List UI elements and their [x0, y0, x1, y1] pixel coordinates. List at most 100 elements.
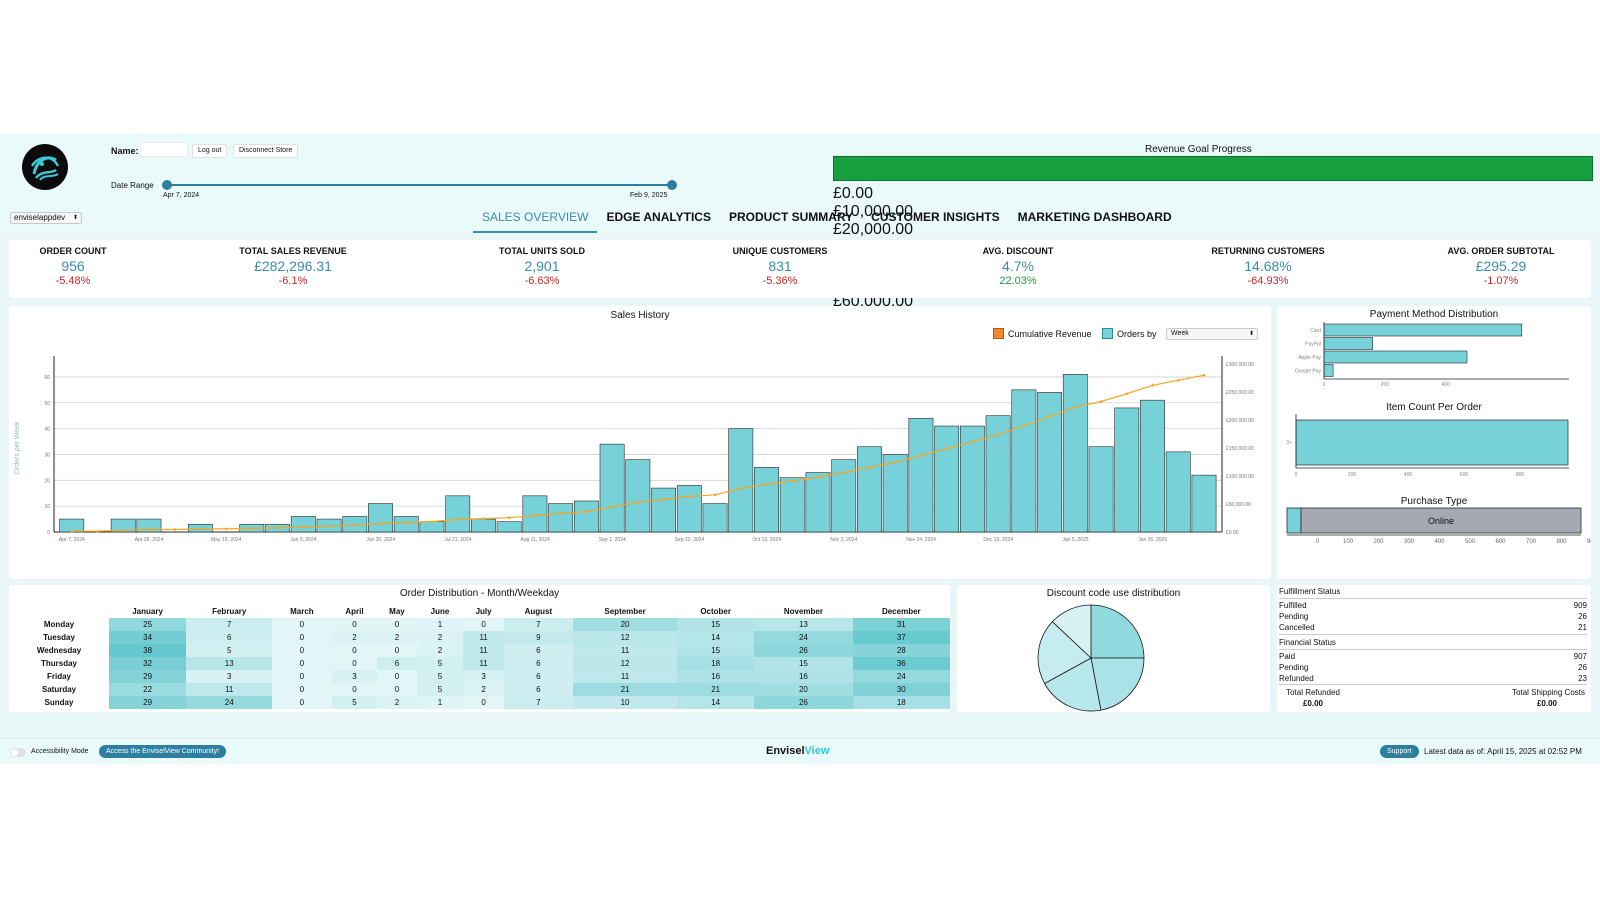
heatmap-cell: 24 [186, 696, 273, 709]
purchase-x-tick: 0 [1316, 539, 1320, 545]
x-tick-label: Aug 11, 2024 [520, 537, 550, 543]
disconnect-store-button[interactable]: Disconnect Store [233, 144, 299, 158]
heatmap-cell: 12 [573, 657, 678, 670]
cumulative-point [971, 440, 974, 444]
financial-value: 907 [1573, 652, 1587, 661]
heatmap-cell: 21 [573, 683, 678, 696]
heatmap-cell: 0 [272, 657, 332, 670]
community-button[interactable]: Access the EnviselView Community! [99, 745, 227, 758]
orders-bar [908, 417, 934, 533]
heatmap-cell: 34 [109, 631, 187, 644]
sales-history-chart: 0 10 20 30 40 50 60 £0.00 £50,000.00 £100,000.00 £… [14, 356, 1254, 543]
cumulative-point [1048, 415, 1052, 418]
orders-bar [702, 503, 728, 533]
y-axis-title: Orders per Week [14, 421, 21, 475]
heatmap-cell: 6 [377, 657, 417, 670]
store-select-value: enviselappdev [14, 213, 66, 222]
heatmap-row-header: Wednesday [36, 646, 82, 655]
tab-customer-insights[interactable]: CUSTOMER INSIGHTS [871, 210, 1000, 224]
heatmap-cell: 6 [503, 683, 574, 696]
kpi-title: UNIQUE CUSTOMERS [732, 246, 828, 256]
cumulative-point [1202, 373, 1206, 377]
financial-divider [1279, 649, 1587, 650]
heatmap-cell: 14 [677, 696, 755, 709]
total-refunded-label: Total Refunded [1286, 688, 1340, 697]
heatmap-column-header: February [212, 607, 247, 616]
payment-bar [1323, 337, 1373, 350]
fulfillment-value: 909 [1573, 601, 1587, 610]
orders-bar [445, 495, 471, 533]
heatmap-column-header: October [700, 607, 731, 616]
item-count-bar [1295, 419, 1569, 466]
date-range-slider[interactable] [166, 184, 671, 186]
orders-bar [1191, 474, 1217, 533]
fulfillment-value: 21 [1578, 623, 1587, 632]
heatmap-cell: 3 [463, 670, 504, 683]
accessibility-toggle[interactable] [10, 748, 26, 757]
fulfillment-label: Pending [1279, 612, 1309, 621]
orders-bar [857, 446, 882, 533]
financial-value: 23 [1578, 674, 1587, 683]
heatmap-table: January February March April May June July Augu… [9, 605, 950, 709]
logout-button[interactable]: Log out [192, 144, 228, 158]
brand-name-b: View [804, 745, 830, 757]
heatmap-row: Monday 25 7 0 0 0 1 0 7 20 15 13 31 [9, 618, 950, 631]
heatmap-cell: 2 [416, 631, 464, 644]
support-button[interactable]: Support [1380, 745, 1419, 758]
fulfillment-row: Fulfilled 909 [1279, 601, 1587, 610]
purchase-x-tick: 800 [1556, 539, 1567, 545]
cumulative-point [122, 529, 125, 532]
cumulative-point [713, 493, 717, 497]
heatmap-cell: 5 [416, 657, 464, 670]
y-tick-label: 20 [44, 478, 50, 484]
heatmap-cell: 6 [503, 657, 574, 670]
orders-bar [651, 487, 677, 533]
pie-slice [1090, 657, 1145, 711]
orders-by-select[interactable]: Week ⬍ [1166, 328, 1258, 340]
heatmap-cell: 32 [109, 657, 187, 670]
goal-title: Revenue Goal Progress [1145, 144, 1252, 155]
kpi-value: 4.7% [1002, 258, 1034, 274]
heatmap-row-header: Thursday [40, 659, 77, 668]
heatmap-row-header: Friday [46, 672, 71, 681]
total-shipping-label: Total Shipping Costs [1512, 688, 1585, 697]
heatmap-cell: 2 [463, 683, 504, 696]
heatmap-cell: 0 [272, 670, 332, 683]
financial-label: Refunded [1279, 674, 1314, 683]
header: Name: Log out Disconnect Store Date Rang… [0, 134, 1600, 364]
date-end-handle[interactable] [667, 180, 677, 190]
x-tick-label: May 19, 2024 [211, 537, 242, 543]
y-tick-label: 30 [44, 452, 50, 458]
kpi-value: 14.68% [1244, 258, 1292, 274]
x-tick-label: Oct 13, 2024 [752, 537, 781, 543]
store-select[interactable]: enviselappdev ⬍ [10, 212, 82, 224]
orders-bar [573, 500, 599, 533]
tab-product-summary[interactable]: PRODUCT SUMMARY [728, 210, 854, 224]
heatmap-column-header: September [604, 607, 646, 616]
date-end-label: Feb 9, 2025 [630, 192, 668, 199]
item-count-title: Item Count Per Order [1386, 402, 1482, 413]
cumulative-point [456, 518, 460, 521]
tab-marketing-dashboard[interactable]: MARKETING DASHBOARD [1017, 210, 1172, 224]
heatmap-cell: 9 [503, 631, 574, 644]
y-tick-label: 0 [47, 530, 50, 536]
cumulative-point [791, 479, 794, 483]
date-start-handle[interactable] [162, 180, 172, 190]
heatmap-cell: 2 [377, 631, 417, 644]
heatmap-column-header: March [290, 607, 314, 616]
tab-sales-overview[interactable]: SALES OVERVIEW [473, 206, 598, 233]
name-field[interactable] [140, 142, 188, 157]
financial-row: Pending 26 [1279, 663, 1587, 672]
heatmap-row: Saturday 22 11 0 0 0 5 2 6 21 21 20 30 [9, 683, 950, 696]
orders-bar [1011, 389, 1037, 533]
cumulative-point [147, 528, 151, 531]
purchase-x-tick: 100 [1343, 539, 1354, 545]
heatmap-cell: 0 [377, 683, 417, 696]
kpi-item: TOTAL UNITS SOLD 2,901 -6.63% [452, 246, 632, 287]
tab-edge-analytics[interactable]: EDGE ANALYTICS [606, 210, 711, 224]
heatmap-cell: 2 [331, 631, 378, 644]
orders-bar [136, 518, 162, 533]
kpi-delta: -5.48% [55, 275, 91, 287]
cumulative-point [842, 471, 846, 474]
heatmap-row-header: Sunday [44, 698, 74, 707]
